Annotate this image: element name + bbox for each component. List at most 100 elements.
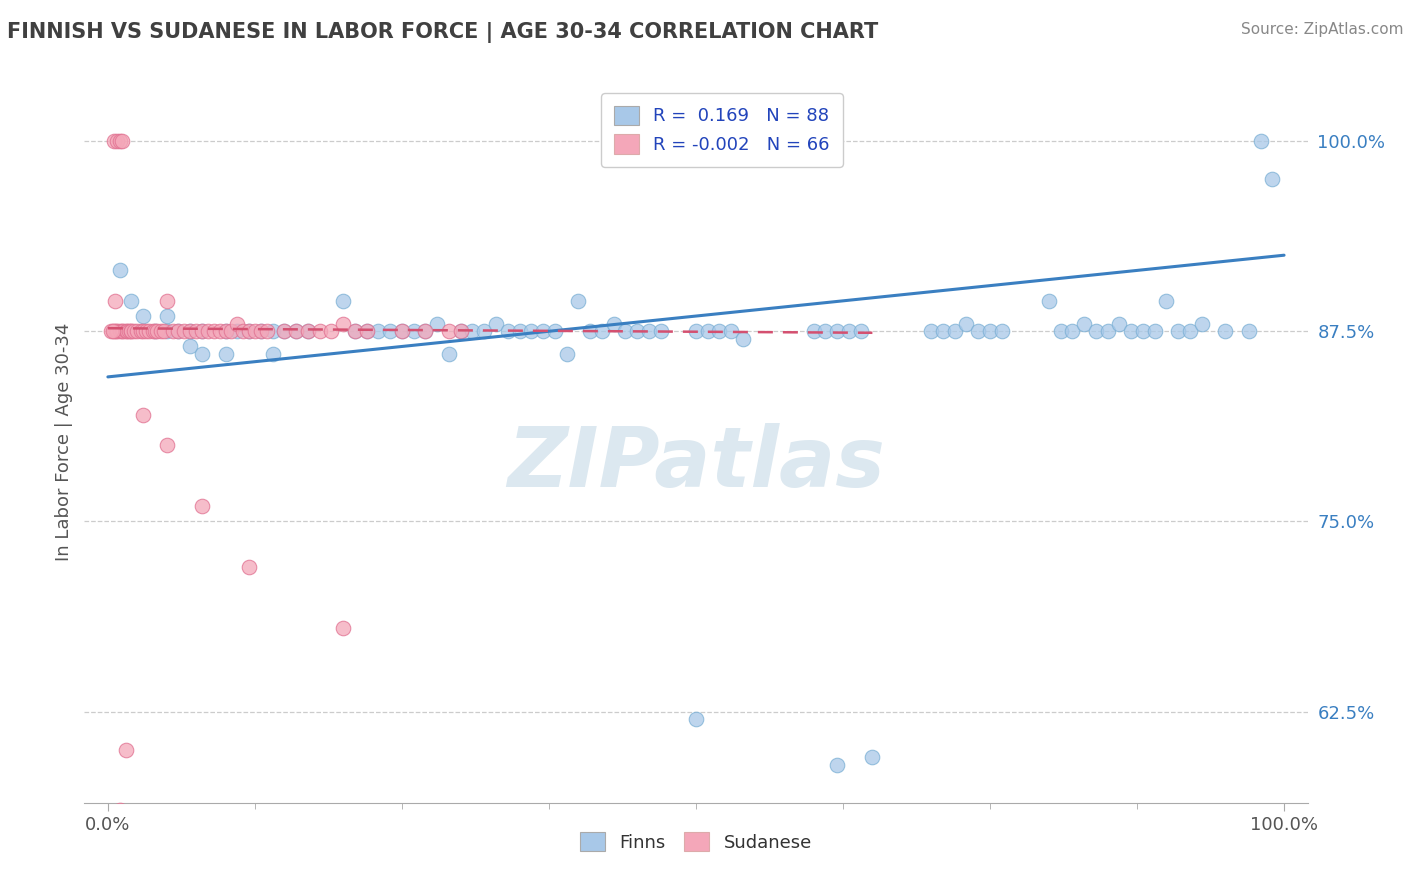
Point [979,324,1001,338]
Point [202,324,225,338]
Point [142,324,165,338]
Point [138,324,160,338]
Point [191,324,214,338]
Point [943,324,966,338]
Point [356,324,378,338]
Point [101,324,124,338]
Point [132,324,155,338]
Point [105,324,128,338]
Point [1073,317,1095,331]
Point [343,324,366,338]
Point [149,324,172,338]
Point [191,347,214,361]
Text: ZIPatlas: ZIPatlas [508,423,884,504]
Point [332,317,354,331]
Text: FINNISH VS SUDANESE IN LABOR FORCE | AGE 30-34 CORRELATION CHART: FINNISH VS SUDANESE IN LABOR FORCE | AGE… [7,22,879,44]
Point [120,293,142,308]
Point [496,324,519,338]
Point [967,324,990,338]
Point [1097,324,1119,338]
Point [135,324,157,338]
Point [1237,324,1260,338]
Point [932,324,955,338]
Point [415,324,437,338]
Point [214,347,236,361]
Point [103,134,125,148]
Point [544,324,567,338]
Point [1038,293,1060,308]
Point [105,134,128,148]
Point [249,324,271,338]
Point [273,324,295,338]
Point [179,324,201,338]
Point [256,324,278,338]
Point [461,324,484,338]
Point [380,324,402,338]
Text: Source: ZipAtlas.com: Source: ZipAtlas.com [1240,22,1403,37]
Point [297,324,319,338]
Point [437,324,460,338]
Point [991,324,1014,338]
Point [1121,324,1143,338]
Point [249,324,271,338]
Point [1250,134,1272,148]
Point [450,324,472,338]
Point [238,324,260,338]
Point [226,317,249,331]
Point [485,317,508,331]
Point [920,324,942,338]
Point [127,324,149,338]
Point [591,324,613,338]
Point [860,750,883,764]
Point [118,324,141,338]
Point [567,293,589,308]
Point [709,324,731,338]
Point [579,324,602,338]
Point [179,339,201,353]
Point [111,134,134,148]
Point [849,324,872,338]
Point [626,324,648,338]
Point [114,324,136,338]
Point [132,309,155,323]
Point [132,408,155,422]
Point [143,324,166,338]
Point [297,324,319,338]
Point [472,324,495,338]
Point [838,324,860,338]
Point [122,324,145,338]
Point [146,324,169,338]
Point [1213,324,1236,338]
Point [115,324,138,338]
Point [650,324,672,338]
Point [103,324,125,338]
Point [191,324,214,338]
Point [415,324,437,338]
Point [112,324,135,338]
Point [197,324,219,338]
Point [162,324,184,338]
Point [191,499,214,513]
Point [156,309,179,323]
Point [602,317,624,331]
Point [332,621,354,635]
Point [273,324,295,338]
Point [108,134,131,148]
Point [226,324,249,338]
Point [391,324,413,338]
Point [426,317,449,331]
Point [638,324,661,338]
Point [321,324,343,338]
Point [955,317,977,331]
Y-axis label: In Labor Force | Age 30-34: In Labor Force | Age 30-34 [55,322,73,561]
Point [614,324,637,338]
Point [731,332,754,346]
Point [1108,317,1130,331]
Point [156,293,179,308]
Point [184,324,207,338]
Point [104,293,127,308]
Point [1143,324,1166,338]
Point [120,324,142,338]
Point [509,324,531,338]
Point [129,324,152,338]
